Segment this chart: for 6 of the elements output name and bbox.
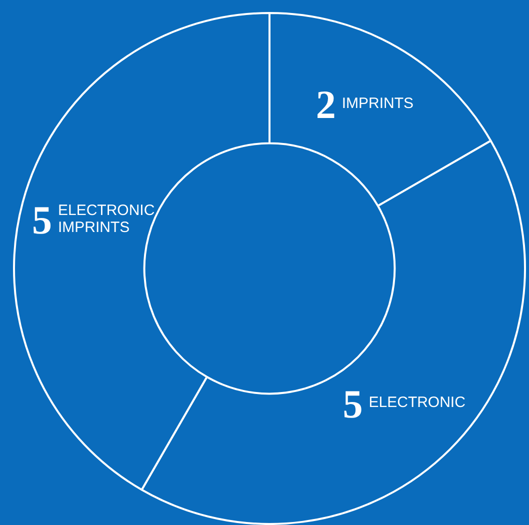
- slice-label: IMPRINTS: [342, 94, 414, 112]
- data-label: 5: [342, 381, 363, 426]
- data-label: 5: [32, 198, 52, 243]
- slice-label: ELECTRONIC: [368, 394, 466, 412]
- data-label: 2: [316, 82, 336, 127]
- slice-label: ELECTRONIC IMPRINTS: [58, 202, 155, 236]
